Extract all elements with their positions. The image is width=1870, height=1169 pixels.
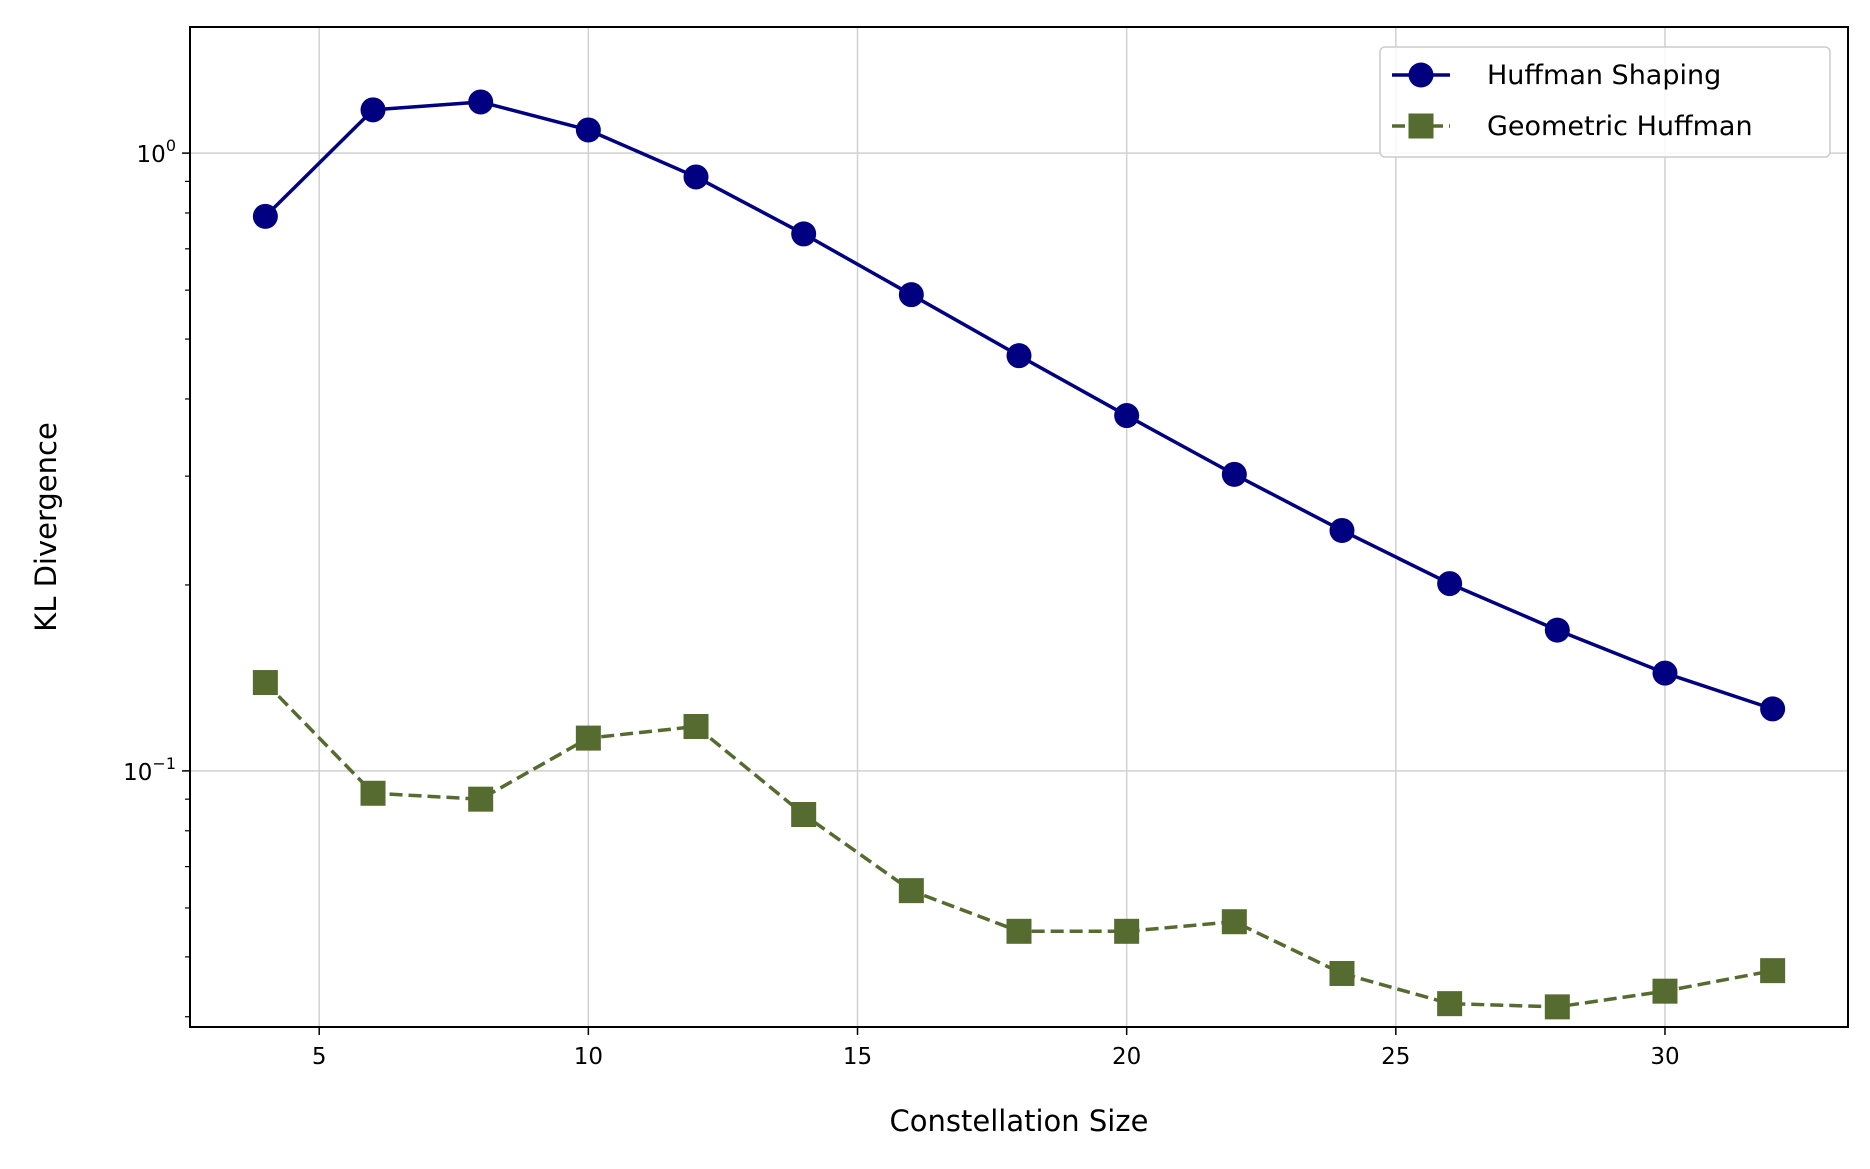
- series-layer: [252, 89, 1786, 1020]
- data-point: [1329, 517, 1355, 543]
- grid: [190, 27, 1848, 1027]
- data-point: [360, 97, 386, 123]
- data-point: [1437, 991, 1463, 1017]
- y-tick-label: 10−1: [123, 754, 176, 786]
- y-axis-label: KL Divergence: [29, 422, 63, 632]
- data-point: [252, 203, 278, 229]
- legend-marker: [1408, 113, 1434, 139]
- legend: Huffman Shaping Geometric Huffman: [1379, 46, 1831, 158]
- data-point: [1652, 978, 1678, 1004]
- legend-marker: [1408, 62, 1434, 88]
- series-geometric-huffman: [252, 670, 1786, 1020]
- data-point: [898, 282, 924, 308]
- x-axis-label: Constellation Size: [890, 1104, 1149, 1138]
- x-tick-label: 20: [1112, 1044, 1141, 1070]
- data-point: [1114, 918, 1140, 944]
- data-point: [1006, 918, 1032, 944]
- data-point: [575, 725, 601, 751]
- data-point: [1221, 461, 1247, 487]
- plot-area-frame: [189, 26, 1849, 1028]
- y-tick-label: 100: [137, 136, 176, 168]
- legend-label: Huffman Shaping: [1487, 60, 1721, 91]
- ticks: 5 10 15 20 25 30 10−1 100: [123, 136, 1679, 1070]
- data-point: [468, 89, 494, 115]
- legend-box: [1379, 46, 1831, 158]
- data-point: [683, 164, 709, 190]
- legend-label: Geometric Huffman: [1487, 111, 1753, 142]
- data-point: [1114, 403, 1140, 429]
- data-point: [1544, 994, 1570, 1020]
- data-point: [468, 786, 494, 812]
- x-tick-label: 5: [312, 1044, 327, 1070]
- data-point: [791, 802, 817, 828]
- data-point: [1544, 617, 1570, 643]
- series-huffman-shaping: [252, 89, 1786, 722]
- data-point: [1760, 958, 1786, 984]
- data-point: [1006, 343, 1032, 369]
- data-point: [360, 780, 386, 806]
- x-tick-label: 25: [1381, 1044, 1410, 1070]
- data-point: [683, 713, 709, 739]
- data-point: [898, 878, 924, 904]
- data-point: [1329, 960, 1355, 986]
- data-point: [791, 221, 817, 247]
- data-point: [1221, 909, 1247, 935]
- data-point: [1760, 696, 1786, 722]
- x-tick-label: 15: [843, 1044, 872, 1070]
- data-point: [575, 117, 601, 143]
- data-point: [1437, 571, 1463, 597]
- data-point: [252, 670, 278, 696]
- x-tick-label: 10: [574, 1044, 603, 1070]
- x-tick-label: 30: [1650, 1044, 1679, 1070]
- data-point: [1652, 660, 1678, 686]
